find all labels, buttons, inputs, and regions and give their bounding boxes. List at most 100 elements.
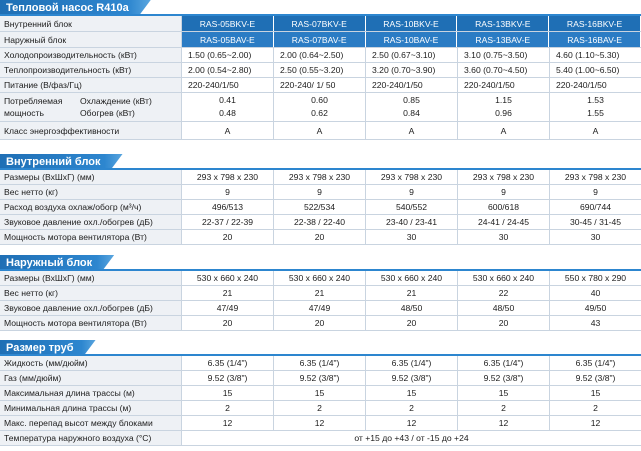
row-label: Вес нетто (кг) — [0, 286, 182, 300]
row-label: Размеры (ВхШхГ) (мм) — [0, 271, 182, 285]
section-heat-pump: Тепловой насос R410a Внутренний блок RAS… — [0, 0, 641, 140]
value-cell: 293 x 798 x 230 — [366, 170, 458, 184]
section-title-bar: Тепловой насос R410a — [0, 0, 641, 16]
value-cell: 2 — [458, 401, 550, 415]
noise-row: Звуковое давление охл./обогрев (дБ) 22-3… — [0, 215, 641, 230]
value-cell: 20 — [182, 230, 274, 244]
row-label: Звуковое давление охл./обогрев (дБ) — [0, 301, 182, 315]
power-row: Питание (В/фаз/Гц) 220-240/1/50 220-240/… — [0, 78, 641, 93]
row-label: Максимальная длина трассы (м) — [0, 386, 182, 400]
consumed-label-1: Потребляемая — [4, 96, 63, 106]
value-cell: 690/744 — [579, 202, 612, 212]
model-cell: RAS-10BKV-E — [365, 16, 458, 31]
value-cell: 2.50 (0.55~3.20) — [274, 63, 366, 77]
row-label: Холодопроизводительность (кВт) — [0, 48, 182, 62]
model-cell: RAS-13BKV-E — [457, 16, 550, 31]
value-cell: 293 x 798 x 230 — [274, 170, 366, 184]
min-length-row: Минимальная длина трассы (м) 2 2 2 2 2 — [0, 401, 641, 416]
row-label: Внутренний блок — [0, 16, 182, 31]
value-cell: 0.85 0.84 — [366, 93, 458, 121]
value-cell: 2 — [593, 403, 598, 413]
consumed-cool-label: Охлаждение (кВт) — [80, 96, 152, 106]
value-cell: 20 — [182, 316, 274, 330]
value-cell: 15 — [590, 388, 601, 398]
value-cell: 550 x 780 x 290 — [564, 273, 627, 283]
value-cell: 22-38 / 22-40 — [274, 215, 366, 229]
value-cell: 530 x 660 x 240 — [458, 271, 550, 285]
indoor-model-row: Внутренний блок RAS-05BKV-E RAS-07BKV-E … — [0, 16, 641, 32]
model-cell: RAS-16BAV-E — [549, 32, 641, 47]
value-cell: 530 x 660 x 240 — [274, 271, 366, 285]
value-cell: 530 x 660 x 240 — [366, 271, 458, 285]
value-cell: от +15 до +43 / от -15 до +24 — [354, 433, 469, 443]
row-label: Размеры (ВхШхГ) (мм) — [0, 170, 182, 184]
value-cell: 20 — [274, 316, 366, 330]
value-cell: 40 — [590, 288, 601, 298]
value-cell: 2.00 (0.64~2.50) — [274, 48, 366, 62]
max-length-row: Максимальная длина трассы (м) 15 15 15 1… — [0, 386, 641, 401]
section-title-bar: Внутренний блок — [0, 154, 641, 170]
divider — [0, 168, 641, 170]
row-label: Звуковое давление охл./обогрев (дБ) — [0, 215, 182, 229]
value-cell: 12 — [366, 416, 458, 430]
row-label: Теплопроизводительность (кВт) — [0, 63, 182, 77]
energy-class-row: Класс энергоэффективности A A A A A — [0, 122, 641, 140]
value-cell: 540/552 — [366, 200, 458, 214]
row-label: Расход воздуха охлаж/обогр (м³/ч) — [0, 200, 182, 214]
model-cell: RAS-10BAV-E — [365, 32, 458, 47]
value-cell: 293 x 798 x 230 — [458, 170, 550, 184]
value-cell: 22 — [458, 286, 550, 300]
value-cell: 15 — [366, 386, 458, 400]
value-cell: 20 — [366, 316, 458, 330]
value-cell: 30 — [458, 230, 550, 244]
value-cell: 6.35 (1/4") — [458, 356, 550, 370]
value-cell: 496/513 — [182, 200, 274, 214]
value-cell: 12 — [590, 418, 601, 428]
value-cell: 600/618 — [458, 200, 550, 214]
value-cell: 220-240/1/50 — [458, 78, 550, 92]
value-cell: 1.50 (0.65~2.00) — [182, 48, 274, 62]
dims-row: Размеры (ВхШхГ) (мм) 530 x 660 x 240 530… — [0, 271, 641, 286]
section-title-bar: Наружный блок — [0, 255, 641, 271]
value-cell: 43 — [590, 318, 601, 328]
value-cell: 9 — [593, 187, 598, 197]
row-label: Вес нетто (кг) — [0, 185, 182, 199]
section-pipe-size: Размер труб Жидкость (мм/дюйм) 6.35 (1/4… — [0, 340, 641, 446]
divider — [0, 269, 641, 271]
value-cell: 530 x 660 x 240 — [182, 271, 274, 285]
value-cell: 21 — [366, 286, 458, 300]
value-cell: 30 — [366, 230, 458, 244]
value-cell: 9 — [458, 185, 550, 199]
value-cell: 47/49 — [182, 301, 274, 315]
section-title: Внутренний блок — [0, 154, 123, 170]
value-cell: 2 — [182, 401, 274, 415]
weight-row: Вес нетто (кг) 9 9 9 9 9 — [0, 185, 641, 200]
noise-row: Звуковое давление охл./обогрев (дБ) 47/4… — [0, 301, 641, 316]
value-cell: 49/50 — [584, 303, 607, 313]
value-cell: A — [274, 122, 366, 139]
gas-row: Газ (мм/дюйм) 9.52 (3/8") 9.52 (3/8") 9.… — [0, 371, 641, 386]
value-cell: 220-240/1/50 — [556, 80, 607, 90]
value-cell: 30 — [590, 232, 601, 242]
value-cell: 220-240/1/50 — [182, 78, 274, 92]
value-cell: 9.52 (3/8") — [182, 371, 274, 385]
value-cell: 9.52 (3/8") — [366, 371, 458, 385]
divider — [0, 354, 641, 356]
row-label: Потребляемая мощность Охлаждение (кВт) О… — [0, 93, 182, 121]
value-cell: 293 x 798 x 230 — [182, 170, 274, 184]
row-label: Газ (мм/дюйм) — [0, 371, 182, 385]
consumed-heat-label: Обогрев (кВт) — [80, 108, 135, 118]
section-outdoor-unit: Наружный блок Размеры (ВхШхГ) (мм) 530 x… — [0, 255, 641, 331]
row-label: Минимальная длина трассы (м) — [0, 401, 182, 415]
value-cell: 3.10 (0.75~3.50) — [458, 48, 550, 62]
value-cell: 293 x 798 x 230 — [564, 172, 627, 182]
model-cell: RAS-05BKV-E — [182, 16, 274, 31]
value-cell: 21 — [182, 286, 274, 300]
row-label: Жидкость (мм/дюйм) — [0, 356, 182, 370]
value-cell: 15 — [458, 386, 550, 400]
value-cell: 6.35 (1/4") — [366, 356, 458, 370]
value-cell: 6.35 (1/4") — [182, 356, 274, 370]
row-label: Макс. перепад высот между блоками — [0, 416, 182, 430]
section-title-bar: Размер труб — [0, 340, 641, 356]
height-diff-row: Макс. перепад высот между блоками 12 12 … — [0, 416, 641, 431]
